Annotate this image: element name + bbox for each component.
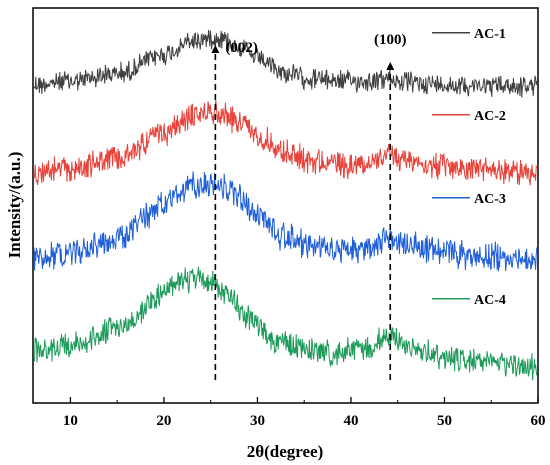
peak-marker-arrowhead [211,45,220,53]
legend-label-ac-1: AC-1 [474,27,506,42]
x-axis-title: 2θ(degree) [247,442,324,461]
trace-ac-3 [33,171,538,272]
trace-ac-2 [33,100,538,186]
legend-label-ac-4: AC-4 [474,293,506,308]
traces-layer [33,29,538,381]
legend-label-ac-3: AC-3 [474,192,506,207]
x-tick-label: 20 [156,413,171,429]
trace-ac-4 [33,266,538,381]
trace-ac-1 [33,29,538,98]
peak-label: (100) [374,32,407,48]
peak-marker-arrowhead [386,62,395,70]
annotations-layer: (002) (100) [211,32,406,380]
plot-frame [32,7,539,404]
legend-layer: AC-1 AC-2 AC-3 AC-4 [432,27,506,308]
x-axis-ticks: 10 20 30 40 50 60 [63,397,546,429]
peak-label: (002) [225,40,258,56]
x-tick-label: 40 [343,413,358,429]
y-axis-title: Intensity/(a.u.) [5,152,24,259]
x-tick-label: 60 [531,413,546,429]
x-tick-label: 50 [437,413,452,429]
x-tick-label: 30 [250,413,265,429]
legend-label-ac-2: AC-2 [474,109,506,124]
x-tick-label: 10 [63,413,78,429]
